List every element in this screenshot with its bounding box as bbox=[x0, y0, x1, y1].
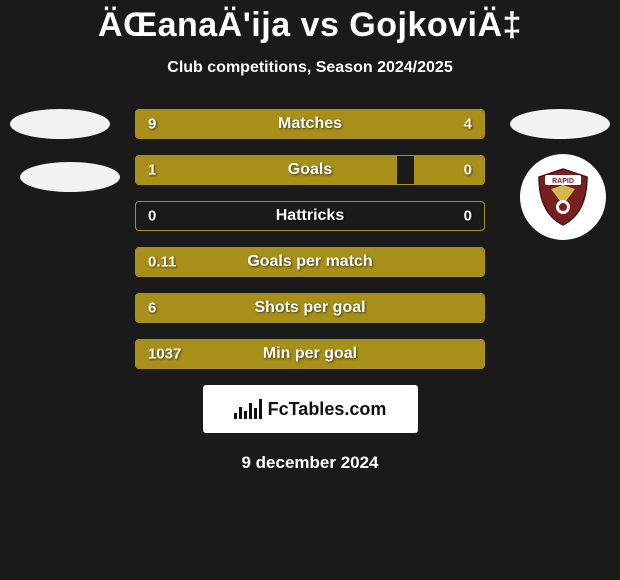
shield-icon: RAPID bbox=[531, 165, 595, 229]
stat-label: Min per goal bbox=[136, 345, 484, 363]
stat-label: Matches bbox=[136, 115, 484, 133]
stat-row: 0.11Goals per match bbox=[135, 247, 485, 277]
stat-label: Shots per goal bbox=[136, 299, 484, 317]
stat-row: 94Matches bbox=[135, 109, 485, 139]
player-left-oval-2 bbox=[20, 162, 120, 192]
stat-row: 10Goals bbox=[135, 155, 485, 185]
brand-text: FcTables.com bbox=[268, 399, 387, 420]
player-left-oval-1 bbox=[10, 109, 110, 139]
badge-label-text: RAPID bbox=[552, 178, 574, 185]
stat-rows: 94Matches 10Goals 00Hattricks 0.11Goals per… bbox=[135, 109, 485, 369]
stats-area: RAPID 94Matches 10Goals 00Hattricks 0.11Goa… bbox=[0, 109, 620, 369]
brand-badge[interactable]: FcTables.com bbox=[203, 385, 418, 433]
stat-row: 00Hattricks bbox=[135, 201, 485, 231]
stat-row: 1037Min per goal bbox=[135, 339, 485, 369]
stat-label: Hattricks bbox=[136, 207, 484, 225]
player-right-badge-circle: RAPID bbox=[520, 154, 606, 240]
page-subtitle: Club competitions, Season 2024/2025 bbox=[0, 59, 620, 77]
stat-label: Goals per match bbox=[136, 253, 484, 271]
stat-row: 6Shots per goal bbox=[135, 293, 485, 323]
stat-label: Goals bbox=[136, 161, 484, 179]
date-text: 9 december 2024 bbox=[0, 453, 620, 473]
brand-logo-icon bbox=[234, 399, 262, 419]
player-right-oval bbox=[510, 109, 610, 139]
club-badge: RAPID bbox=[531, 165, 595, 229]
page-title: ÄŒanaÄ'ija vs GojkoviÄ‡ bbox=[0, 0, 620, 45]
